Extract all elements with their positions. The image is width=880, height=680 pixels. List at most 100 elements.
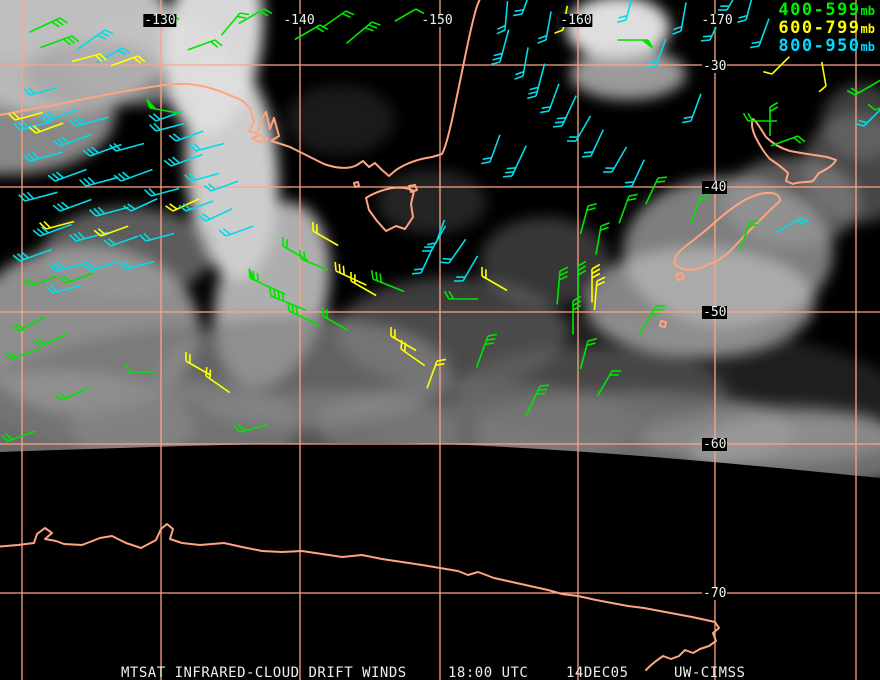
wind-barb xyxy=(537,11,552,44)
wind-barb xyxy=(146,97,181,115)
wind-barb xyxy=(4,348,40,360)
wind-barb xyxy=(742,112,777,122)
legend-range: 400-599 xyxy=(778,0,861,20)
wind-barb xyxy=(554,5,569,34)
wind-barb xyxy=(439,238,467,264)
wind-barb xyxy=(113,168,153,182)
wind-barb xyxy=(103,235,139,247)
wind-barb xyxy=(846,79,880,96)
wind-barb xyxy=(52,133,92,147)
wind-barb xyxy=(775,217,810,234)
wind-barb xyxy=(32,223,72,237)
wind-barb xyxy=(572,295,582,335)
wind-barb xyxy=(11,315,46,332)
wind-barb xyxy=(370,269,405,293)
wind-barb xyxy=(739,219,760,250)
wind-barb xyxy=(69,116,109,127)
king-island xyxy=(353,181,360,188)
wind-barb xyxy=(426,219,446,246)
legend-unit: mb xyxy=(860,40,875,54)
wind-barb xyxy=(527,63,546,100)
wind-barb xyxy=(593,276,606,310)
new-zealand-north-island xyxy=(750,118,837,185)
wind-barb xyxy=(622,159,645,188)
legend-range: 600-799 xyxy=(778,18,861,38)
wind-barb xyxy=(411,246,434,275)
wind-barb xyxy=(514,47,529,80)
wind-barb xyxy=(681,93,702,124)
wind-barb xyxy=(763,56,790,75)
wind-barb xyxy=(203,180,239,192)
wind-barb xyxy=(480,134,501,165)
wind-barb xyxy=(184,172,220,182)
wind-barb xyxy=(187,39,223,51)
wind-barb xyxy=(38,108,78,122)
wind-barb xyxy=(769,101,779,136)
wind-barb xyxy=(454,255,479,282)
wind-barb xyxy=(149,122,185,132)
wind-barb xyxy=(502,145,527,178)
wind-barb xyxy=(13,120,53,131)
wind-barb xyxy=(39,220,75,230)
wind-barb xyxy=(23,151,63,162)
wind-barb xyxy=(123,198,158,212)
wind-barb xyxy=(79,176,119,187)
wind-barb xyxy=(491,29,510,66)
wind-barb xyxy=(29,17,68,33)
wind-barb xyxy=(345,21,381,45)
wind-barb xyxy=(390,327,417,352)
wind-barb xyxy=(690,193,711,224)
wind-barb xyxy=(119,260,155,270)
new-zealand-south-island xyxy=(673,191,781,271)
kangaroo-island xyxy=(251,134,269,143)
wind-barb xyxy=(591,263,601,303)
wind-barb xyxy=(69,231,109,242)
wind-barb xyxy=(855,108,880,127)
wind-barb xyxy=(749,18,770,49)
wind-barb xyxy=(218,225,254,237)
wind-barb xyxy=(23,86,59,96)
wind-barb xyxy=(89,206,129,217)
wind-barb xyxy=(49,261,89,272)
wind-barb xyxy=(8,111,44,121)
wind-barb xyxy=(646,38,667,69)
wind-barb xyxy=(198,208,233,222)
wind-barb xyxy=(248,267,287,296)
wind-barb xyxy=(770,135,806,147)
wind-barb xyxy=(28,122,64,134)
wind-barb xyxy=(818,61,827,93)
wind-barb xyxy=(579,337,597,370)
wind-barb xyxy=(71,53,107,63)
wind-barb xyxy=(144,187,180,197)
wind-barb xyxy=(220,12,250,36)
wind-barb xyxy=(475,333,498,368)
wind-barb xyxy=(47,168,87,182)
wind-barb xyxy=(700,13,723,42)
pressure-legend: 400-599mb 600-799mb 800-950mb xyxy=(778,1,875,55)
wind-barb xyxy=(40,35,80,49)
wind-barb xyxy=(109,142,145,152)
wind-barb xyxy=(22,275,58,287)
wind-barb xyxy=(139,232,175,242)
wind-barb xyxy=(165,198,200,212)
legend-row: 600-799mb xyxy=(778,19,875,37)
wind-barb xyxy=(737,0,753,24)
wind-barb xyxy=(638,305,665,336)
wind-barb xyxy=(645,176,668,205)
wind-barb xyxy=(83,260,119,272)
wind-barb xyxy=(567,115,592,142)
wind-barb xyxy=(617,0,633,24)
stewart-island xyxy=(675,272,685,281)
legend-range: 800-950 xyxy=(778,36,861,56)
wind-barb xyxy=(426,358,447,389)
wind-barb xyxy=(672,2,687,35)
wind-barb xyxy=(233,423,269,433)
wind-barb xyxy=(595,222,610,255)
wind-barb xyxy=(287,301,320,326)
wind-barb xyxy=(58,272,94,284)
wind-barb xyxy=(617,39,654,50)
wind-barb xyxy=(205,366,231,394)
antarctica xyxy=(0,523,720,671)
